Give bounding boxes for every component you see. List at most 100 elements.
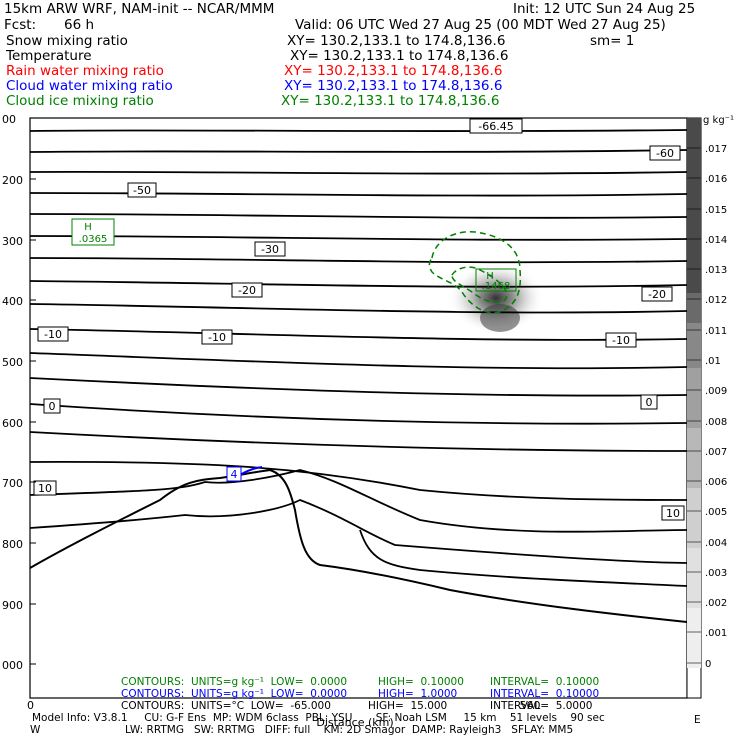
contour-info-ice-interval: INTERVAL= 0.10000 (490, 676, 600, 688)
isotherm-label-box (469, 118, 523, 134)
colorbar-unit: g kg⁻¹ (703, 115, 734, 126)
colorbar-label: .01 (705, 356, 721, 367)
model-title: 15km ARW WRF, NAM-init -- NCAR/MMM (4, 1, 275, 17)
isotherm-label-box (43, 398, 61, 414)
field-name-rain: Rain water mixing ratio (6, 63, 164, 79)
isotherm (29, 499, 688, 564)
y-tick-label: 000 (2, 659, 23, 672)
colorbar-label: .014 (705, 235, 727, 246)
y-tick-label: 500 (2, 356, 23, 369)
isotherm-label: -10 (612, 334, 630, 347)
colorbar-label: .012 (705, 295, 727, 306)
contour-info-temperature-interval: INTERVAL= 5.0000 (490, 700, 593, 712)
field-name-cloud-water: Cloud water mixing ratio (6, 78, 173, 94)
isotherm-label-box (231, 282, 263, 298)
isotherm (29, 352, 688, 370)
colorbar-label: .017 (705, 144, 727, 155)
isotherm-label: -66.45 (478, 120, 513, 133)
cloud-water-label-box (226, 466, 242, 482)
high-marker-box (71, 218, 115, 246)
y-tick-label: 300 (2, 235, 23, 248)
isotherm-label: -10 (44, 328, 62, 341)
contour-info-temperature-high: HIGH= 15.000 (368, 700, 448, 712)
isotherm-label: -30 (261, 243, 279, 256)
x-tick-label: 0 (27, 699, 34, 712)
isotherm-label: -50 (133, 184, 151, 197)
high-marker-value: .0365 (79, 234, 108, 245)
isotherm-label-box (201, 329, 233, 345)
init-time: Init: 12 UTC Sun 24 Aug 25 (513, 1, 696, 17)
colorbar (686, 117, 702, 699)
physics-info-line: LW: RRTMG SW: RRTMG DIFF: full KM: 2D Sm… (125, 724, 574, 736)
cloud-ice-contour (428, 231, 522, 314)
isotherm (359, 529, 688, 587)
snow-core (480, 304, 520, 332)
isotherm-label-box (33, 480, 57, 496)
isotherm (29, 280, 688, 288)
isotherm-label-box (254, 241, 286, 257)
colorbar-label: .008 (705, 417, 727, 428)
terrain-profile (29, 468, 688, 623)
colorbar-label: .005 (705, 507, 727, 518)
isotherm (29, 403, 688, 425)
valid-time: Valid: 06 UTC Wed 27 Aug 25 (00 MDT Wed … (295, 17, 666, 33)
isotherm (29, 460, 688, 501)
isotherm-label-box (641, 286, 673, 302)
y-tick-label: 900 (2, 599, 23, 612)
field-name-cloud-ice: Cloud ice mixing ratio (6, 93, 154, 109)
x-end-label: 560 (520, 699, 541, 712)
forecast-hour: 66 h (64, 17, 95, 33)
high-marker-box (475, 268, 517, 292)
colorbar-label: .009 (705, 386, 727, 397)
colorbar-label: .016 (705, 174, 727, 185)
field-xy-snow: XY= 130.2,133.1 to 174.8,136.6 (287, 33, 506, 49)
colorbar-label: 0 (705, 659, 711, 670)
isotherm (29, 303, 688, 314)
isotherm-label-box (605, 332, 637, 348)
field-xy-cloud-water: XY= 130.2,133.1 to 174.8,136.6 (284, 78, 503, 94)
isotherm-label-box (37, 326, 69, 342)
field-smoothing: sm= 1 (590, 33, 635, 49)
high-marker-letter: H (486, 271, 494, 282)
colorbar-label: .013 (705, 265, 727, 276)
high-marker-letter: H (84, 222, 92, 233)
contour-info-temperature: CONTOURS: UNITS=°C LOW= -65.000 (121, 700, 331, 712)
isotherm (29, 192, 688, 197)
colorbar-label: .007 (705, 447, 727, 458)
forecast-label: Fcst: (4, 17, 37, 33)
isotherm-label: -10 (208, 331, 226, 344)
isotherm (29, 170, 688, 175)
colorbar-label: .015 (705, 205, 727, 216)
isotherm-label-box (661, 505, 685, 521)
isotherm (29, 431, 688, 452)
cloud-ice-contour (451, 266, 508, 304)
isotherm-label: -20 (648, 288, 666, 301)
y-tick-label: 00 (2, 113, 16, 126)
isotherm (29, 129, 688, 133)
field-name-temperature: Temperature (6, 48, 92, 64)
isotherm (29, 469, 688, 533)
isotherm (29, 213, 688, 219)
isotherm (29, 377, 688, 397)
isotherm-label: 10 (666, 507, 680, 520)
isotherm-label-box (127, 182, 157, 198)
contour-info-ice: CONTOURS: UNITS=g kg⁻¹ LOW= 0.0000 (121, 676, 348, 688)
contour-info-water: CONTOURS: UNITS=g kg⁻¹ LOW= 0.0000 (121, 688, 348, 700)
isotherm-label: 0 (49, 400, 56, 413)
field-name-snow: Snow mixing ratio (6, 33, 128, 49)
colorbar-label: .011 (705, 326, 727, 337)
field-xy-temperature: XY= 130.2,133.1 to 174.8,136.6 (290, 48, 509, 64)
isotherm (29, 149, 688, 153)
isotherm (29, 257, 688, 264)
west-marker: W (30, 724, 41, 736)
east-marker: E (694, 714, 701, 726)
model-info-line: Model Info: V3.8.1 CU: G-F Ens MP: WDM 6… (32, 712, 605, 724)
isotherm-label: 0 (646, 396, 653, 409)
isotherms (29, 129, 688, 587)
contour-info-water-interval: INTERVAL= 0.10000 (490, 688, 600, 700)
contour-info-water-high: HIGH= 1.0000 (378, 688, 458, 700)
isotherm-label: -60 (656, 147, 674, 160)
colorbar-label: .004 (705, 538, 727, 549)
y-tick-label: 200 (2, 174, 23, 187)
